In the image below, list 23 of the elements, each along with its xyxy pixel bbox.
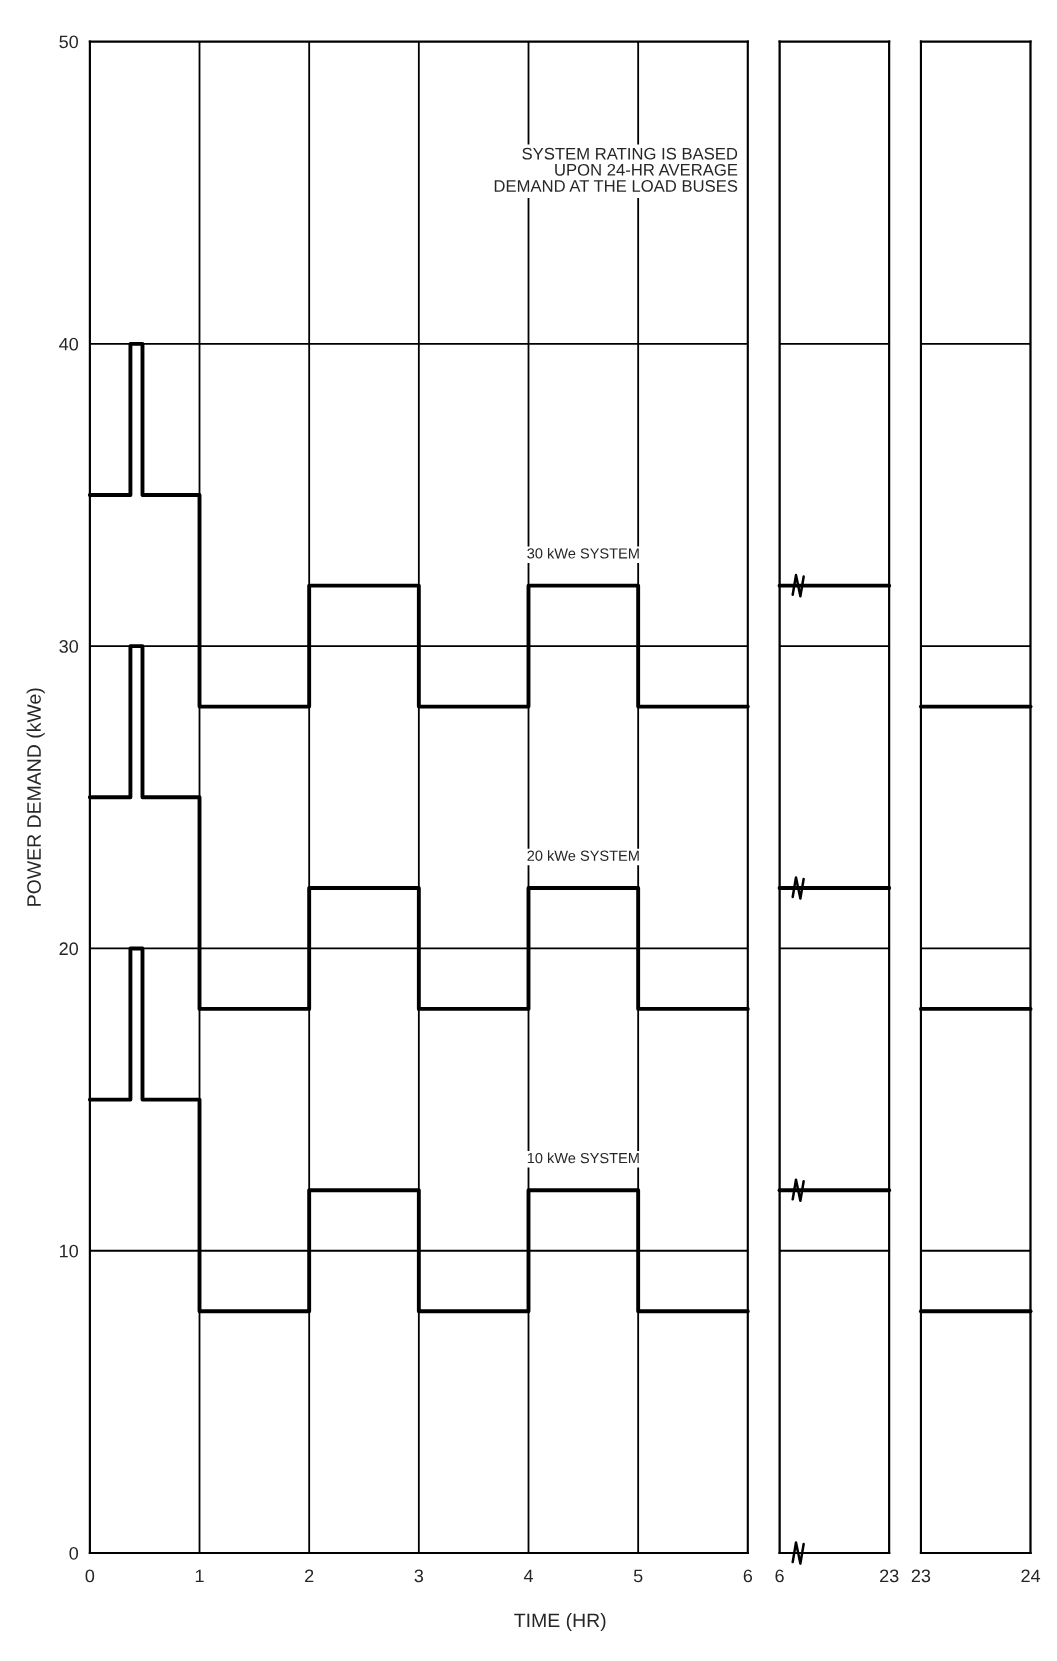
series-label: 30 kWe SYSTEM	[527, 547, 639, 559]
y-tick-label: 30	[59, 640, 79, 653]
x-tick-label: 24	[1021, 1569, 1041, 1583]
x-tick-label: 3	[414, 1569, 424, 1583]
x-tick-label: 0	[85, 1569, 95, 1583]
x-tick-label: 5	[633, 1569, 643, 1583]
x-tick-label: 23	[911, 1569, 931, 1583]
series-label: 20 kWe SYSTEM	[527, 850, 639, 861]
y-tick-label: 10	[60, 1244, 79, 1258]
y-tick-label: 0	[69, 1546, 79, 1560]
x-tick-label: 23	[880, 1569, 899, 1583]
x-tick-label: 6	[743, 1569, 753, 1583]
x-tick-label: 2	[305, 1569, 314, 1583]
x-tick-label: 1	[195, 1569, 204, 1583]
x-axis-title: TIME (HR)	[514, 1612, 606, 1632]
annotation: SYSTEM RATING IS BASED UPON 24-HR AVERAGE DEMAND AT THE LOAD BUSES	[494, 147, 738, 192]
y-axis-title: POWER DEMAND (kWe)	[26, 688, 45, 906]
y-tick-label: 20	[59, 942, 79, 956]
y-tick-label: 50	[59, 35, 79, 49]
y-tick-label: 40	[59, 337, 79, 351]
series-label: 10 kWe SYSTEM	[527, 1152, 639, 1164]
x-tick-label: 4	[523, 1569, 533, 1583]
x-tick-label: 6	[775, 1569, 784, 1583]
